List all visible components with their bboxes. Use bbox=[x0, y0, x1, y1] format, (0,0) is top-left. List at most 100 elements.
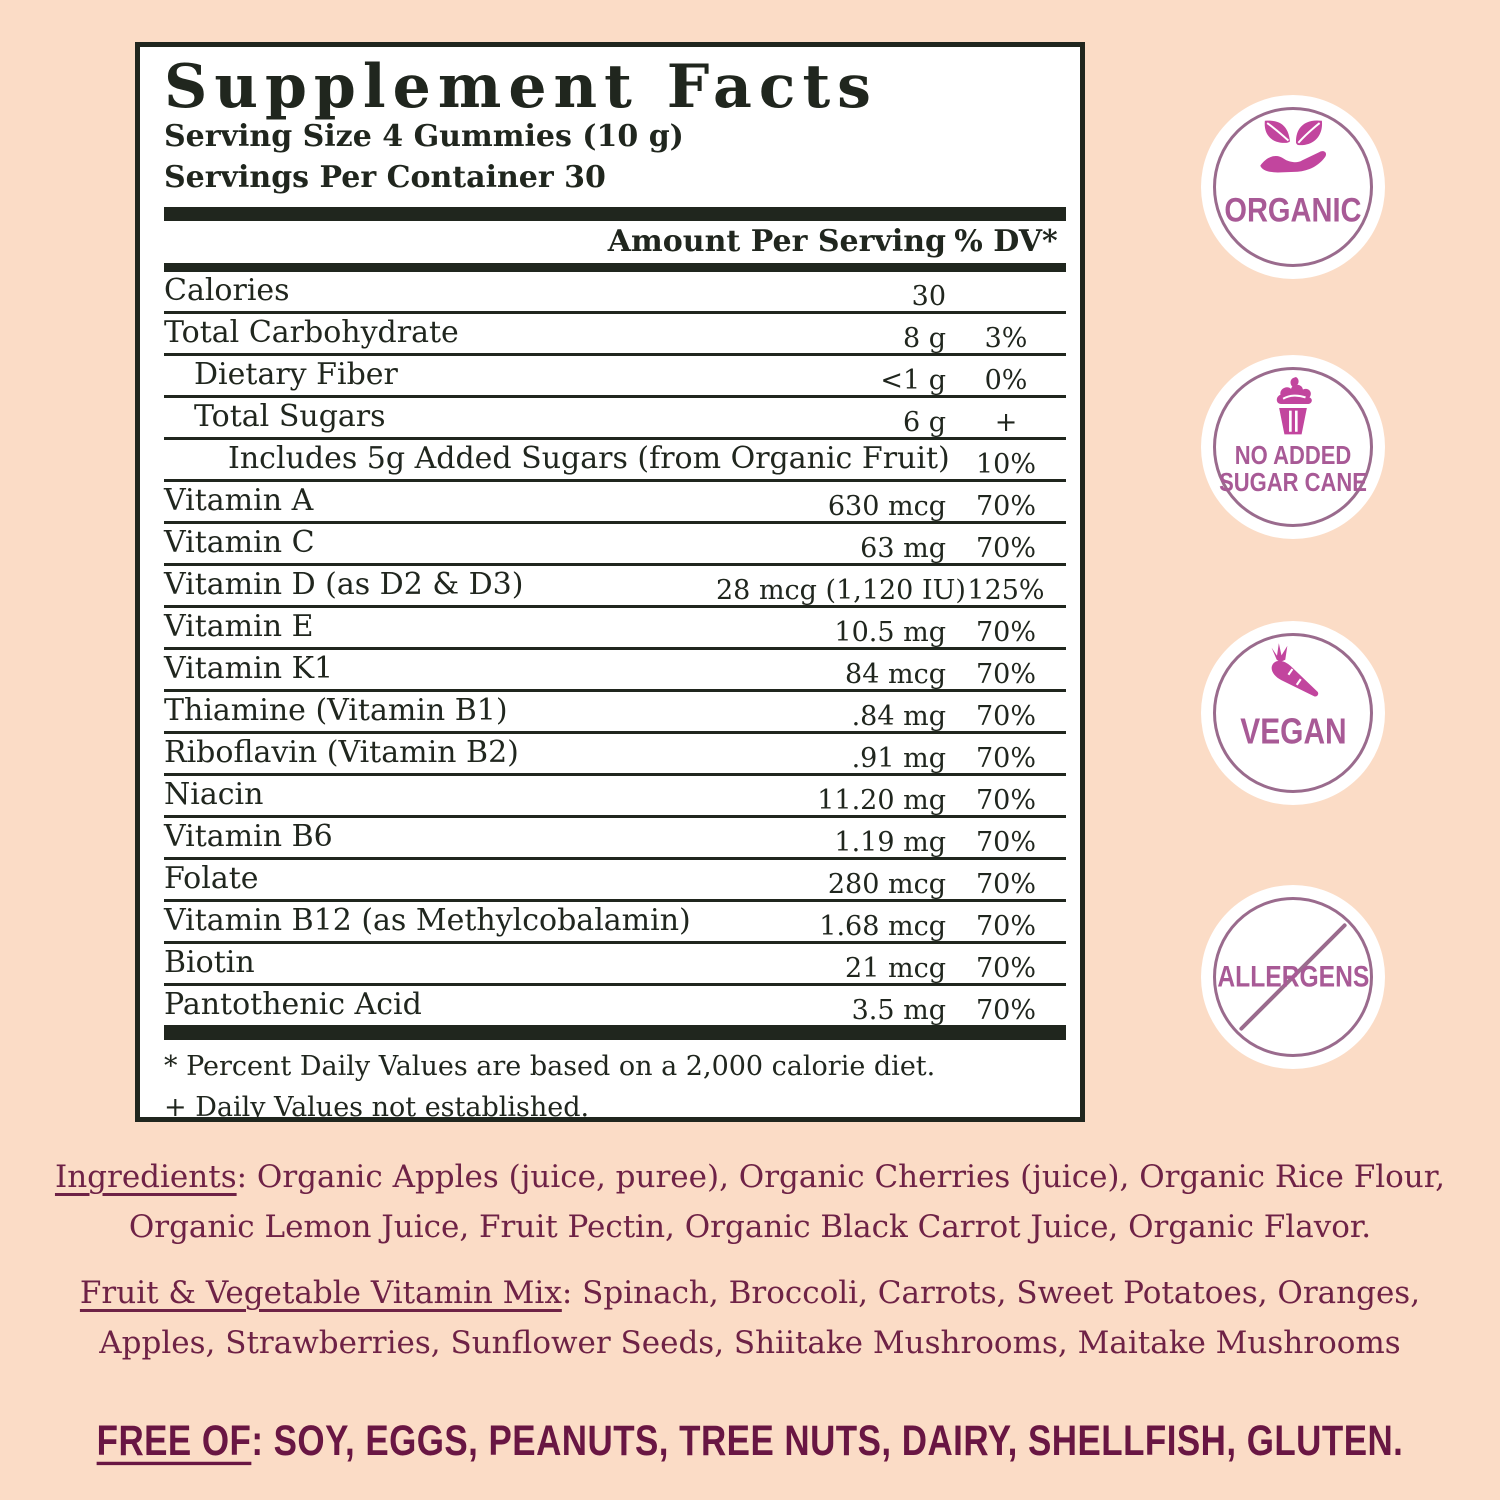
nutrient-name: Total Carbohydrate bbox=[164, 315, 459, 350]
table-row: Biotin 21 mcg 70% bbox=[164, 944, 1066, 986]
footnote: * Percent Daily Values are based on a 2,… bbox=[164, 1047, 1066, 1128]
divider-medium bbox=[164, 263, 1066, 272]
nutrient-dv: 70% bbox=[975, 953, 1036, 984]
servings-per-container: Servings Per Container 30 bbox=[164, 159, 606, 195]
nutrient-dv bbox=[946, 272, 1066, 312]
nutrient-amount: 30 bbox=[911, 281, 946, 312]
nutrient-dv: 70% bbox=[975, 743, 1036, 774]
vitamin-mix-text: Fruit & Vegetable Vitamin Mix: Spinach, … bbox=[0, 1268, 1500, 1368]
nutrient-name: Vitamin D (as D2 & D3) bbox=[164, 567, 524, 602]
badge-vegan: VEGAN bbox=[1201, 621, 1385, 805]
table-row: Total Carbohydrate 8 g 3% bbox=[164, 314, 1066, 356]
table-row: Thiamine (Vitamin B1) .84 mg 70% bbox=[164, 692, 1066, 734]
nutrient-name: Vitamin A bbox=[164, 483, 314, 518]
badge-label: NO ADDED SUGAR CANE bbox=[1219, 442, 1367, 497]
nutrient-dv: 125% bbox=[967, 575, 1045, 606]
badge-label: ORGANIC bbox=[1224, 190, 1362, 229]
badge-organic: ORGANIC bbox=[1201, 95, 1385, 279]
nutrient-amount: 8 g bbox=[902, 323, 946, 354]
nutrient-dv: 70% bbox=[975, 827, 1036, 858]
nutrient-dv: 70% bbox=[975, 995, 1036, 1026]
divider-thick-top bbox=[164, 207, 1066, 221]
nutrient-name: Vitamin B12 (as Methylcobalamin) bbox=[164, 903, 691, 938]
table-row: Vitamin A 630 mcg 70% bbox=[164, 482, 1066, 524]
ingredients-body: : Organic Apples (juice, puree), Organic… bbox=[128, 1159, 1446, 1246]
badge-label-line-1: NO ADDED bbox=[1234, 440, 1352, 471]
nutrient-amount: .91 mg bbox=[851, 743, 946, 774]
nutrient-dv: 70% bbox=[975, 659, 1036, 690]
nutrient-name: Calories bbox=[164, 273, 290, 308]
nutrient-dv: 70% bbox=[975, 533, 1036, 564]
column-headers: Amount Per Serving % DV* bbox=[164, 221, 1066, 263]
badge-label: ALLERGENS bbox=[1217, 960, 1369, 994]
nutrient-dv: 0% bbox=[984, 365, 1028, 396]
table-row: Vitamin K1 84 mcg 70% bbox=[164, 650, 1066, 692]
table-row: Dietary Fiber <1 g 0% bbox=[164, 356, 1066, 398]
nutrient-name: Niacin bbox=[164, 777, 264, 812]
nutrient-dv: 70% bbox=[975, 491, 1036, 522]
vitamin-mix-body: : Spinach, Broccoli, Carrots, Sweet Pota… bbox=[99, 1275, 1421, 1362]
nutrient-dv: 70% bbox=[975, 911, 1036, 942]
amount-per-serving-header: Amount Per Serving bbox=[607, 224, 946, 259]
carrot-icon bbox=[1271, 643, 1319, 697]
table-row: Pantothenic Acid 3.5 mg 70% bbox=[164, 986, 1066, 1028]
nutrient-dv: 10% bbox=[975, 449, 1036, 480]
badge-no-added-sugar-cane: NO ADDED SUGAR CANE bbox=[1201, 355, 1385, 539]
footnote-line-2: + Daily Values not established. bbox=[164, 1091, 590, 1123]
free-of-body: : SOY, EGGS, PEANUTS, TREE NUTS, DAIRY, … bbox=[251, 1418, 1404, 1466]
dv-header: % DV* bbox=[954, 224, 1058, 259]
table-row: Vitamin B6 1.19 mg 70% bbox=[164, 818, 1066, 860]
nutrient-amount: 28 mcg (1,120 IU) bbox=[716, 575, 966, 606]
nutrient-dv: + bbox=[994, 407, 1018, 438]
free-of-text: FREE OF: SOY, EGGS, PEANUTS, TREE NUTS, … bbox=[60, 1408, 1440, 1477]
badge-label: VEGAN bbox=[1239, 712, 1347, 752]
nutrient-name: Vitamin K1 bbox=[164, 651, 334, 686]
table-row: Vitamin D (as D2 & D3) 28 mcg (1,120 IU)… bbox=[164, 566, 1066, 608]
nutrient-name: Vitamin B6 bbox=[164, 819, 333, 854]
nutrient-name: Dietary Fiber bbox=[194, 357, 398, 392]
nutrient-dv: 70% bbox=[975, 617, 1036, 648]
divider-thick-bottom bbox=[164, 1028, 1066, 1040]
nutrient-amount: .84 mg bbox=[851, 701, 946, 732]
cupcake-icon bbox=[1276, 377, 1312, 435]
nutrient-dv: 70% bbox=[975, 869, 1036, 900]
table-row: Includes 5g Added Sugars (from Organic F… bbox=[164, 440, 1066, 482]
nutrient-amount: 630 mcg bbox=[827, 491, 946, 522]
nutrient-amount: 11.20 mg bbox=[817, 785, 946, 816]
nutrient-name: Vitamin C bbox=[164, 525, 315, 560]
nutrient-dv: 70% bbox=[975, 785, 1036, 816]
nutrient-amount: 63 mg bbox=[860, 533, 946, 564]
nutrient-amount: 1.68 mcg bbox=[819, 911, 946, 942]
nutrient-dv: 70% bbox=[975, 701, 1036, 732]
nutrient-amount: 1.19 mg bbox=[834, 827, 946, 858]
table-row: Vitamin E 10.5 mg 70% bbox=[164, 608, 1066, 650]
supplement-facts-panel: Supplement Facts Serving Size 4 Gummies … bbox=[135, 42, 1085, 1123]
panel-title: Supplement Facts bbox=[164, 52, 878, 122]
footnote-line-1: * Percent Daily Values are based on a 2,… bbox=[164, 1051, 936, 1082]
nutrient-name: Thiamine (Vitamin B1) bbox=[164, 693, 508, 728]
badge-label-line-2: SUGAR CANE bbox=[1219, 467, 1367, 498]
nutrient-amount: 6 g bbox=[902, 407, 946, 438]
nutrient-name: Biotin bbox=[164, 945, 255, 980]
badge-allergens: ALLERGENS bbox=[1201, 885, 1385, 1069]
table-row: Folate 280 mcg 70% bbox=[164, 860, 1066, 902]
nutrient-amount: 3.5 mg bbox=[851, 995, 946, 1026]
ingredients-lead: Ingredients bbox=[54, 1159, 237, 1195]
table-row: Vitamin C 63 mg 70% bbox=[164, 524, 1066, 566]
nutrient-amount: 21 mcg bbox=[845, 953, 946, 984]
nutrient-amount: 84 mcg bbox=[845, 659, 946, 690]
nutrient-name: Pantothenic Acid bbox=[164, 987, 422, 1022]
nutrient-amount: <1 g bbox=[880, 365, 946, 396]
nutrient-rows: Calories 30 Total Carbohydrate 8 g 3% Di… bbox=[164, 272, 1066, 1028]
table-row: Niacin 11.20 mg 70% bbox=[164, 776, 1066, 818]
nutrient-amount: 10.5 mg bbox=[834, 617, 946, 648]
nutrient-name: Riboflavin (Vitamin B2) bbox=[164, 735, 519, 770]
nutrient-dv: 3% bbox=[984, 323, 1028, 354]
nutrient-amount: 280 mcg bbox=[827, 869, 946, 900]
nutrient-name: Total Sugars bbox=[194, 399, 386, 434]
free-of-lead: FREE OF bbox=[96, 1418, 252, 1466]
ingredients-text: Ingredients: Organic Apples (juice, pure… bbox=[0, 1152, 1500, 1252]
nutrient-name: Vitamin E bbox=[164, 609, 314, 644]
table-row: Vitamin B12 (as Methylcobalamin) 1.68 mc… bbox=[164, 902, 1066, 944]
